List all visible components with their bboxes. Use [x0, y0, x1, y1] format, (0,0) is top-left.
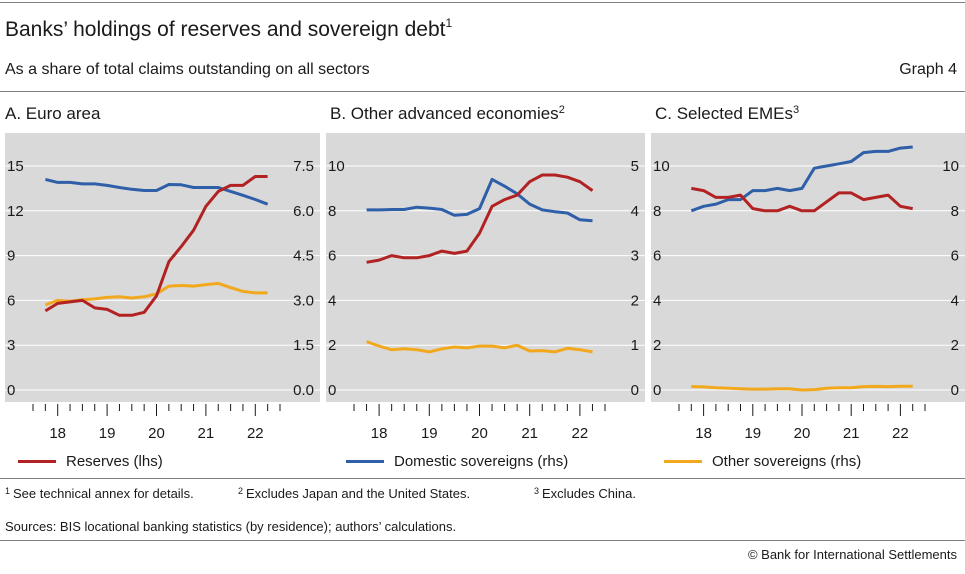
footnote-3: 3 Excludes China. [534, 486, 636, 501]
panel-a-left-tick-label: 0 [7, 382, 15, 399]
graph-title: Banks’ holdings of reserves and sovereig… [5, 16, 453, 41]
panel-b-plot-area [326, 133, 645, 402]
panel-c-x-tick-label: 22 [892, 425, 909, 442]
panel-b-x-tick-label: 20 [471, 425, 488, 442]
panel-b-left-tick-label: 0 [328, 382, 336, 399]
panel-c-left-tick-label: 4 [653, 292, 661, 309]
panel-a-left-tick-label: 12 [7, 203, 24, 220]
copyright: © Bank for International Settlements [747, 547, 957, 562]
panel-b-left-tick-label: 8 [328, 203, 336, 220]
panel-c-left-tick-label: 2 [653, 337, 661, 354]
panel-c-left-tick-label: 6 [653, 248, 661, 265]
sources-note: Sources: BIS locational banking statisti… [5, 519, 457, 534]
panel-b-title: B. Other advanced economies2 [330, 104, 565, 123]
panel-c-right-tick-label: 0 [951, 382, 959, 399]
legend-domestic-swatch [346, 460, 384, 463]
panel-b-x-tick-label: 22 [572, 425, 589, 442]
panel-b-reserves-line [366, 173, 594, 264]
panel-b-right-tick-label: 5 [631, 158, 639, 175]
panel-a-right-tick-label: 6.0 [293, 203, 314, 220]
panel-b-x-tick-label: 18 [371, 425, 388, 442]
panel-a-x-tick-label: 20 [148, 425, 165, 442]
top-rule [0, 2, 965, 3]
footnote-2: 2 Excludes Japan and the United States. [238, 486, 471, 501]
panel-a-right-tick-label: 1.5 [293, 337, 314, 354]
panel-b-right-tick-label: 3 [631, 248, 639, 265]
graph-subtitle: As a share of total claims outstanding o… [5, 61, 370, 78]
panel-a-domestic-sovereigns-line [45, 177, 269, 206]
legend-rule [0, 478, 965, 479]
panel-a-right-tick-label: 7.5 [293, 158, 314, 175]
bottom-rule [0, 540, 965, 541]
panel-a-right-tick-label: 4.5 [293, 248, 314, 265]
panel-b-right-tick-label: 1 [631, 337, 639, 354]
legend-other-swatch [664, 460, 702, 463]
panel-a-title: A. Euro area [5, 104, 101, 123]
panel-c-x-tick-label: 19 [744, 425, 761, 442]
panel-c-plot-area [651, 133, 965, 402]
legend-other-sovereigns: Other sovereigns (rhs) [664, 453, 861, 470]
panel-c-left-tick-label: 8 [653, 203, 661, 220]
panel-b-right-tick-label: 2 [631, 292, 639, 309]
panel-c-x-tick-label: 18 [695, 425, 712, 442]
panel-c-left-tick-label: 0 [653, 382, 661, 399]
panel-c-right-tick-label: 10 [942, 158, 959, 175]
panel-c-right-tick-label: 6 [951, 248, 959, 265]
panel-c-x-tick-label: 20 [794, 425, 811, 442]
panel-a-right-tick-label: 3.0 [293, 292, 314, 309]
panel-a-left-tick-label: 6 [7, 292, 15, 309]
panel-b-domestic-sovereigns-line [366, 177, 593, 223]
panel-a-x-tick-label: 22 [247, 425, 264, 442]
panel-c-reserves-line [691, 186, 913, 213]
panel-b-left-tick-label: 6 [328, 248, 336, 265]
footnote-1: 1 See technical annex for details. [5, 486, 194, 501]
panel-a-plot-area [5, 133, 320, 402]
legend-domestic-sovereigns: Domestic sovereigns (rhs) [346, 453, 568, 470]
panel-b-left-tick-label: 10 [328, 158, 345, 175]
panel-c-right-tick-label: 4 [951, 292, 959, 309]
panel-a-x-tick-label: 19 [99, 425, 116, 442]
panel-a-x-tick-label: 21 [198, 425, 215, 442]
panel-c-right-tick-label: 8 [951, 203, 959, 220]
panel-a-x-tick-label: 18 [49, 425, 66, 442]
panel-a-right-tick-label: 0.0 [293, 382, 314, 399]
panel-b-x-tick-label: 19 [421, 425, 438, 442]
graph-number: Graph 4 [899, 61, 957, 78]
panel-c-x-tick-label: 21 [843, 425, 860, 442]
panel-a-left-tick-label: 15 [7, 158, 24, 175]
panel-b-x-tick-label: 21 [521, 425, 538, 442]
panel-b-other-sovereigns-line [366, 340, 593, 354]
panel-c-title: C. Selected EMEs3 [655, 104, 800, 123]
panel-a-reserves-line [44, 175, 268, 317]
panel-c-left-tick-label: 10 [653, 158, 670, 175]
header-rule [0, 91, 965, 92]
title-footnote-mark: 1 [445, 16, 453, 30]
panel-b-right-tick-label: 0 [631, 382, 639, 399]
panel-b-right-tick-label: 4 [631, 203, 639, 220]
legend-reserves: Reserves (lhs) [18, 453, 163, 470]
legend-reserves-swatch [18, 460, 56, 463]
panel-c-domestic-sovereigns-line [690, 145, 913, 213]
panel-b-left-tick-label: 2 [328, 337, 336, 354]
panel-a-left-tick-label: 9 [7, 248, 15, 265]
panel-a-left-tick-label: 3 [7, 337, 15, 354]
panel-c-other-sovereigns-line [691, 384, 913, 392]
panel-b-left-tick-label: 4 [328, 292, 336, 309]
panel-c-right-tick-label: 2 [951, 337, 959, 354]
